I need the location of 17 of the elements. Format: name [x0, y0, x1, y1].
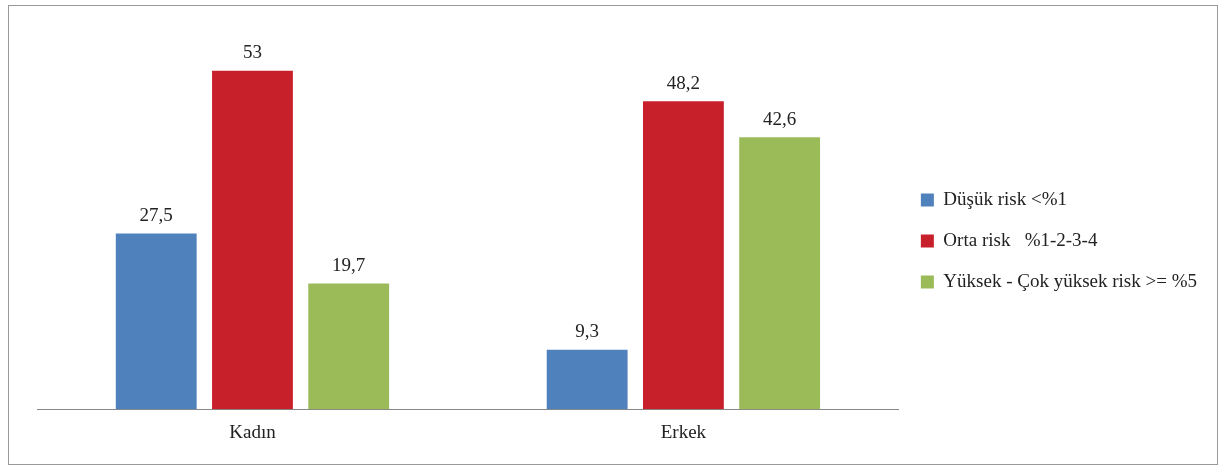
bar	[308, 283, 390, 410]
legend-label: Düşük risk <%1	[943, 187, 1068, 209]
legend-label: Orta risk %1-2-3-4	[943, 228, 1098, 250]
x-tick-label: Kadın	[229, 420, 277, 442]
data-label: 9,3	[575, 320, 600, 342]
data-label: 27,5	[139, 204, 173, 226]
data-label: 42,6	[763, 107, 797, 129]
data-label: 53	[242, 41, 262, 63]
bar	[115, 233, 197, 410]
x-tick-label: Erkek	[660, 420, 707, 442]
data-label: 48,2	[666, 71, 701, 93]
legend-label: Yüksek - Çok yüksek risk >= %5	[943, 269, 1198, 291]
bar	[739, 137, 821, 410]
data-label: 19,7	[332, 253, 366, 275]
bar	[546, 349, 628, 410]
bar	[212, 70, 293, 410]
bar	[642, 101, 724, 410]
